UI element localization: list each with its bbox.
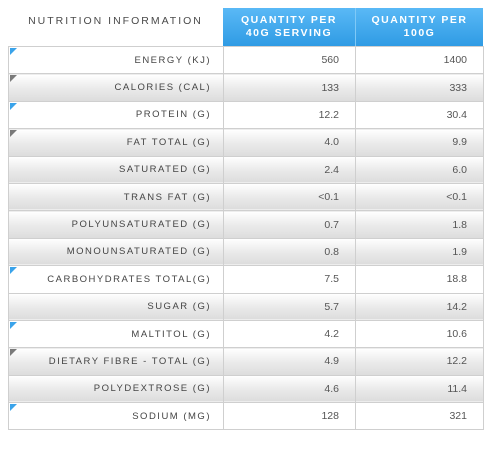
value-per-100g: 12.2 <box>355 347 484 376</box>
value-per-serving: 128 <box>223 402 356 431</box>
table-row: SUGAR (G) 5.7 14.2 <box>8 292 484 321</box>
value-per-100g: 18.8 <box>355 265 484 294</box>
table-header: NUTRITION INFORMATION QUANTITY PER 40G S… <box>8 8 483 46</box>
table-row: PROTEIN (G) 12.2 30.4 <box>8 100 484 130</box>
value-per-100g: <0.1 <box>355 182 484 212</box>
value-per-serving: 4.0 <box>223 128 356 157</box>
row-label: DIETARY FIBRE - TOTAL (G) <box>48 355 211 367</box>
value-per-serving: 4.9 <box>223 347 356 376</box>
row-marker-blue-icon <box>10 321 17 329</box>
row-marker-blue-icon <box>10 102 17 110</box>
row-label: TRANS FAT (G) <box>123 191 211 203</box>
header-label: NUTRITION INFORMATION <box>28 15 203 27</box>
row-marker-grey-icon <box>10 75 17 83</box>
table-row: TRANS FAT (G) <0.1 <0.1 <box>8 182 484 212</box>
table-row: POLYDEXTROSE (G) 4.6 11.4 <box>8 374 484 404</box>
table-row: SODIUM (MG) 128 321 <box>8 402 484 431</box>
header-per-100g: QUANTITY PER 100G <box>355 8 483 46</box>
row-label: CARBOHYDRATES TOTAL(G) <box>47 273 211 285</box>
value-per-100g: 30.4 <box>355 100 484 130</box>
value-per-100g: 321 <box>355 402 484 431</box>
header-per-100g-line2: 100G <box>403 27 436 39</box>
table-row: CALORIES (CAL) 133 333 <box>8 73 484 102</box>
row-label: MONOUNSATURATED (G) <box>66 246 211 258</box>
row-marker-blue-icon <box>10 404 17 412</box>
table-row: POLYUNSATURATED (G) 0.7 1.8 <box>8 210 484 239</box>
value-per-serving: 4.6 <box>223 374 356 404</box>
row-label: ENERGY (KJ) <box>134 54 211 66</box>
value-per-100g: 1.9 <box>355 237 484 267</box>
value-per-serving: 2.4 <box>223 155 356 184</box>
table-row: DIETARY FIBRE - TOTAL (G) 4.9 12.2 <box>8 347 484 376</box>
table-row: MONOUNSATURATED (G) 0.8 1.9 <box>8 237 484 267</box>
table-row: MALTITOL (G) 4.2 10.6 <box>8 319 484 349</box>
row-label: SATURATED (G) <box>119 164 211 176</box>
value-per-serving: 0.8 <box>223 237 356 267</box>
row-marker-grey-icon <box>10 349 17 357</box>
row-label: FAT TOTAL (G) <box>126 136 211 148</box>
header-per-serving-line2: 40G SERVING <box>245 27 333 39</box>
value-per-serving: <0.1 <box>223 182 356 212</box>
header-per-serving-line1: QUANTITY PER <box>241 14 337 26</box>
value-per-serving: 12.2 <box>223 100 356 130</box>
row-label: POLYUNSATURATED (G) <box>71 219 211 231</box>
value-per-serving: 560 <box>223 45 356 75</box>
table-row: ENERGY (KJ) 560 1400 <box>8 45 484 75</box>
row-label: PROTEIN (G) <box>135 109 211 121</box>
row-marker-blue-icon <box>10 267 17 275</box>
value-per-100g: 9.9 <box>355 128 484 157</box>
row-marker-blue-icon <box>10 48 17 55</box>
value-per-100g: 1.8 <box>355 210 484 239</box>
row-label: POLYDEXTROSE (G) <box>93 383 211 395</box>
row-label: SUGAR (G) <box>147 301 211 313</box>
value-per-serving: 5.7 <box>223 292 356 321</box>
nutrition-table: ENERGY (KJ) 560 1400 CALORIES (CAL) 133 … <box>8 45 484 431</box>
value-per-100g: 11.4 <box>355 374 484 404</box>
value-per-100g: 333 <box>355 73 484 102</box>
table-row: FAT TOTAL (G) 4.0 9.9 <box>8 128 484 157</box>
value-per-serving: 133 <box>223 73 356 102</box>
value-per-100g: 1400 <box>355 45 484 75</box>
value-per-100g: 6.0 <box>355 155 484 184</box>
row-marker-grey-icon <box>10 130 17 138</box>
table-row: SATURATED (G) 2.4 6.0 <box>8 155 484 184</box>
header-per-serving: QUANTITY PER 40G SERVING <box>223 8 355 46</box>
value-per-serving: 4.2 <box>223 319 356 349</box>
value-per-serving: 7.5 <box>223 265 356 294</box>
value-per-100g: 10.6 <box>355 319 484 349</box>
table-row: CARBOHYDRATES TOTAL(G) 7.5 18.8 <box>8 265 484 294</box>
value-per-100g: 14.2 <box>355 292 484 321</box>
nutrition-table-panel: NUTRITION INFORMATION QUANTITY PER 40G S… <box>8 8 484 431</box>
value-per-serving: 0.7 <box>223 210 356 239</box>
header-per-100g-line1: QUANTITY PER <box>371 14 468 26</box>
row-label: MALTITOL (G) <box>131 328 211 340</box>
row-label: CALORIES (CAL) <box>114 82 211 94</box>
row-label: SODIUM (MG) <box>132 410 211 422</box>
